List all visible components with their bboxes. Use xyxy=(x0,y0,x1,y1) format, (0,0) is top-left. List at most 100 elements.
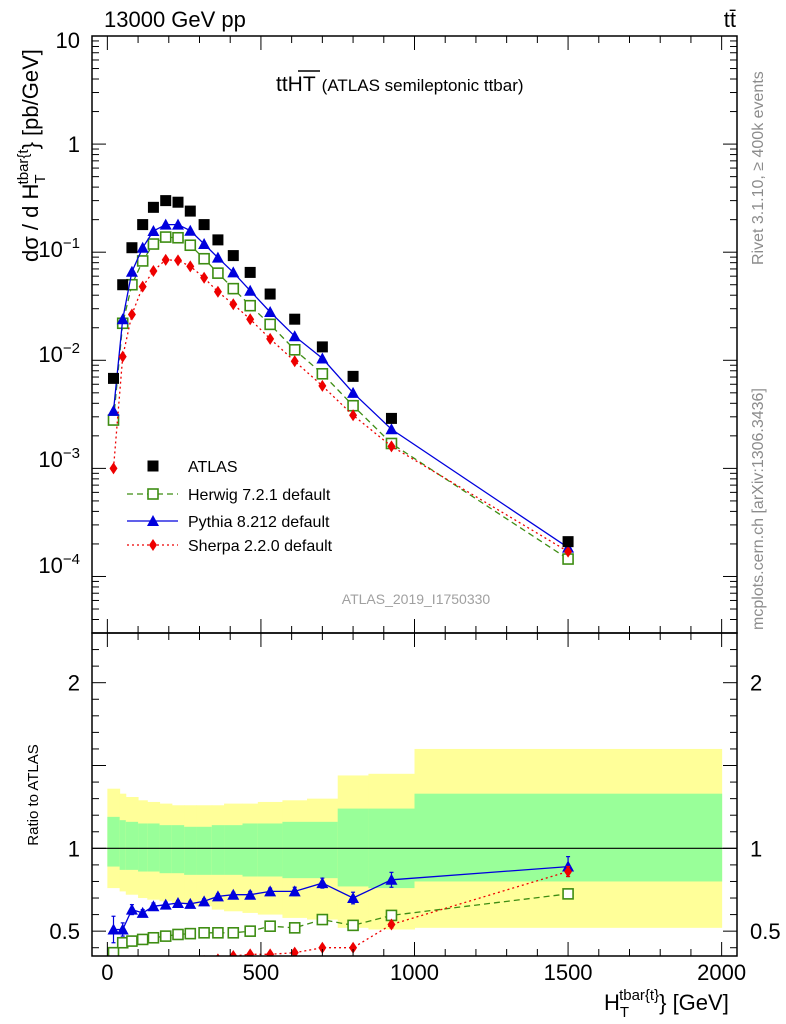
ratio-point-sherpa xyxy=(564,865,573,878)
data-point-pythia xyxy=(288,330,301,342)
data-point-sherpa xyxy=(127,308,136,321)
ratio-point-pythia xyxy=(211,890,224,902)
x-tick-labels: 0 500 1000 1500 2000 xyxy=(101,960,746,985)
series-line-pythia xyxy=(112,223,569,549)
data-point-pythia xyxy=(136,241,149,253)
data-point-atlas xyxy=(160,195,172,207)
ratio-point-sherpa xyxy=(246,948,255,956)
data-point-sherpa xyxy=(290,355,299,368)
data-point-pythia xyxy=(264,305,277,317)
ratio-point-sherpa xyxy=(266,948,275,956)
series-line-herwig xyxy=(112,236,569,560)
header-process-label: tt̄ xyxy=(724,7,736,32)
data-point-pythia xyxy=(347,386,360,398)
ratio-point-pythia xyxy=(347,892,360,904)
inner-band-segment xyxy=(224,825,243,875)
data-point-herwig xyxy=(159,231,172,243)
ratio-point-herwig xyxy=(198,927,210,939)
data-point-atlas xyxy=(289,313,301,325)
ratio-y-tick-label-left: 0.5 xyxy=(49,919,80,944)
ratio-point-pythia xyxy=(244,888,257,900)
ratio-y-tick-label-left: 1 xyxy=(68,836,80,861)
ratio-y-tick-label-left: 2 xyxy=(68,671,80,696)
ratio-y-tick-label-right: 2 xyxy=(750,671,762,696)
ratio-point-pythia xyxy=(172,896,184,908)
ratio-point-sherpa xyxy=(186,957,194,969)
legend-label-pythia: Pythia 8.212 default xyxy=(188,514,330,531)
inner-band-segment xyxy=(196,826,213,875)
data-point-herwig xyxy=(212,267,224,279)
ratio-point-sherpa xyxy=(119,972,127,984)
data-point-sherpa xyxy=(118,350,127,363)
data-point-atlas xyxy=(126,242,138,254)
ratio-point-herwig xyxy=(107,946,120,956)
legend-marker-herwig xyxy=(147,488,159,500)
inner-band-segment xyxy=(138,823,148,872)
analysis-label: ATLAS_2019_I1750330 xyxy=(342,591,491,607)
ratio-point-herwig xyxy=(136,933,149,946)
data-point-atlas xyxy=(137,219,149,231)
ratio-point-sherpa xyxy=(387,918,396,931)
inner-band-segment xyxy=(282,821,308,879)
ratio-point-herwig xyxy=(562,888,574,900)
x-tick-label: 500 xyxy=(243,960,280,985)
data-point-atlas xyxy=(244,266,256,278)
data-point-sherpa xyxy=(161,253,170,266)
data-point-sherpa xyxy=(174,254,182,267)
data-point-pythia xyxy=(385,423,398,435)
data-point-herwig xyxy=(147,238,160,250)
uncertainty-bands xyxy=(107,748,723,930)
ratio-point-sherpa xyxy=(290,946,299,956)
ratio-point-herwig xyxy=(264,920,276,932)
data-point-atlas xyxy=(147,201,159,213)
data-point-herwig xyxy=(244,299,256,312)
data-point-herwig xyxy=(316,367,329,380)
data-point-sherpa xyxy=(149,264,158,277)
data-point-herwig xyxy=(136,255,149,267)
data-point-sherpa xyxy=(186,260,195,273)
ratio-point-herwig xyxy=(172,928,184,941)
mcplots-label: mcplots.cern.ch [arXiv:1306.3436] xyxy=(750,388,767,630)
data-point-atlas xyxy=(108,372,119,384)
ratio-point-sherpa xyxy=(203,954,205,956)
ratio-point-herwig xyxy=(227,927,240,939)
ratio-point-herwig xyxy=(159,930,172,942)
ratio-y-axis-label: Ratio to ATLAS xyxy=(25,744,42,845)
data-point-pythia xyxy=(125,265,138,277)
data-point-atlas xyxy=(198,219,210,231)
legend-label-atlas: ATLAS xyxy=(188,459,238,476)
y-tick-label-0.001: 10−3 xyxy=(38,445,80,472)
inner-band-segment xyxy=(242,823,259,877)
ratio-point-pythia xyxy=(184,897,197,909)
data-point-atlas xyxy=(316,341,328,353)
data-point-herwig xyxy=(107,414,120,426)
data-point-sherpa xyxy=(229,298,238,311)
ratio-point-herwig xyxy=(244,925,256,937)
data-point-pythia xyxy=(211,251,224,263)
inner-band-segment xyxy=(337,808,369,887)
ratio-point-sherpa xyxy=(149,965,157,977)
inner-band-segment xyxy=(184,826,197,875)
ratio-y-tick-labels: 0.5 0.5 1 1 2 2 xyxy=(49,671,780,944)
legend-marker-sherpa xyxy=(149,539,157,551)
ratio-point-sherpa xyxy=(318,941,327,954)
data-point-pythia xyxy=(244,284,257,296)
data-point-atlas xyxy=(117,279,129,291)
y-tick-label-0.1: 10−1 xyxy=(38,235,80,262)
y-tick-label-10: 10 xyxy=(56,28,80,53)
ratio-point-herwig xyxy=(288,922,301,934)
data-point-atlas xyxy=(184,205,196,217)
x-tick-label: 0 xyxy=(101,960,113,985)
data-point-herwig xyxy=(172,231,184,244)
data-point-herwig xyxy=(184,239,197,252)
ratio-point-herwig xyxy=(316,913,329,926)
ratio-point-pythia xyxy=(385,873,398,885)
ratio-point-herwig xyxy=(212,927,224,939)
legend-marker-pythia xyxy=(147,515,159,526)
data-point-pythia xyxy=(116,313,129,325)
data-point-sherpa xyxy=(213,285,222,298)
data-point-pythia xyxy=(227,266,240,278)
main-y-axis-label: dσ / d HTtbar{t} [pb/GeV] xyxy=(15,49,49,262)
x-tick-label: 2000 xyxy=(697,960,746,985)
